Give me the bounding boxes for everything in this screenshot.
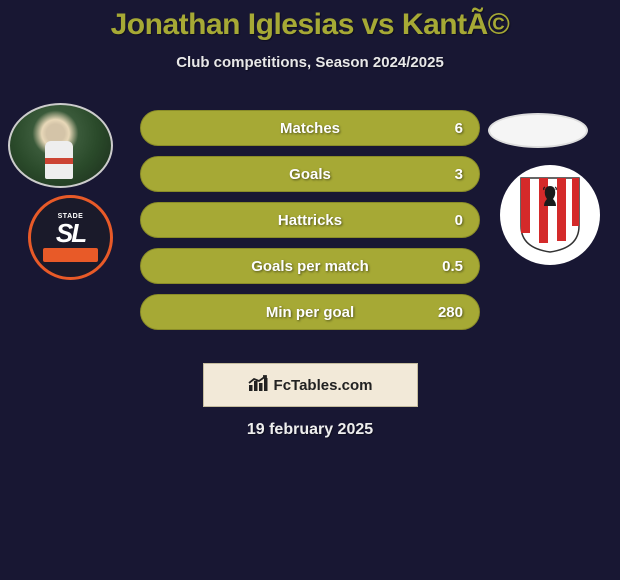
comparison-title: Jonathan Iglesias vs KantÃ© — [0, 8, 620, 42]
stat-bar-matches: Matches 6 — [140, 110, 480, 146]
stat-label: Hattricks — [278, 212, 342, 229]
stat-label: Goals — [289, 166, 331, 183]
stat-bar-goals: Goals 3 — [140, 156, 480, 192]
brand-badge[interactable]: FcTables.com — [203, 363, 418, 407]
club-left-accent-bar — [43, 248, 98, 262]
stats-column: Matches 6 Goals 3 Hattricks 0 Goals per … — [140, 110, 480, 340]
club-left-main-text: SL — [56, 222, 85, 245]
chart-icon — [248, 374, 268, 397]
infographic-root: Jonathan Iglesias vs KantÃ© Club competi… — [0, 0, 620, 439]
stat-label: Matches — [280, 120, 340, 137]
stat-label: Min per goal — [266, 304, 354, 321]
stat-value-right: 3 — [455, 166, 463, 183]
stat-value-right: 0 — [455, 212, 463, 229]
footer-date: 19 february 2025 — [0, 421, 620, 439]
brand-text: FcTables.com — [274, 377, 373, 394]
stat-bar-hattricks: Hattricks 0 — [140, 202, 480, 238]
stat-bar-gpm: Goals per match 0.5 — [140, 248, 480, 284]
club-right-badge — [500, 165, 600, 265]
club-right-shield — [519, 176, 581, 254]
player-right-avatar — [488, 113, 588, 148]
stat-value-right: 280 — [438, 304, 463, 321]
player-left-avatar — [8, 103, 113, 188]
comparison-subtitle: Club competitions, Season 2024/2025 — [0, 54, 620, 71]
stat-label: Goals per match — [251, 258, 369, 275]
stat-value-right: 0.5 — [442, 258, 463, 275]
main-area: STADE SL Matches 6 — [0, 95, 620, 355]
stat-value-right: 6 — [455, 120, 463, 137]
club-left-badge: STADE SL — [28, 195, 113, 280]
stat-bar-mpg: Min per goal 280 — [140, 294, 480, 330]
